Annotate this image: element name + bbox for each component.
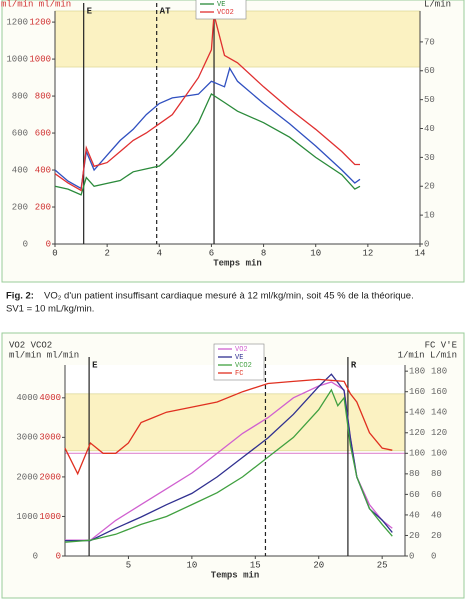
x-tick-label: 5 [126, 560, 131, 570]
event-label: R [351, 360, 357, 370]
y-tick-label: 800 [12, 91, 28, 101]
y2-tick-label: 10 [424, 211, 435, 221]
legend-label: VCO2 [217, 9, 234, 17]
y-tick-label: 1000 [39, 512, 61, 522]
x-tick-label: 4 [157, 248, 162, 258]
x-tick-label: 12 [362, 248, 373, 258]
y-axis-label: VO2 VCO2 [9, 340, 52, 350]
y2-tick-label: 60 [409, 490, 420, 500]
y-tick-label: 0 [46, 239, 51, 249]
band [54, 10, 421, 68]
y2-tick-label: 180 [431, 367, 447, 377]
y-tick-label: 400 [12, 165, 28, 175]
y2-tick-label: 60 [424, 66, 435, 76]
x-tick-label: 8 [261, 248, 266, 258]
x-tick-label: 2 [104, 248, 109, 258]
y2-tick-label: 20 [424, 182, 435, 192]
series-line [64, 388, 393, 543]
x-tick-label: 15 [250, 560, 261, 570]
y-axis-unit: ml/min ml/min [9, 350, 79, 360]
x-tick-label: 20 [313, 560, 324, 570]
y2-tick-label: 120 [409, 428, 425, 438]
legend-label: VCO2 [235, 362, 252, 370]
y2-tick-label: 40 [409, 510, 420, 520]
legend-label: FC [235, 370, 243, 378]
y-tick-label: 1000 [16, 512, 38, 522]
x-tick-label: 10 [186, 560, 197, 570]
caption-text: SV1 = 10 mL/kg/min. [6, 304, 94, 315]
event-label: E [92, 360, 98, 370]
legend-label: VO2 [217, 0, 230, 1]
x-tick-label: 6 [209, 248, 214, 258]
y-tick-label: 1000 [29, 54, 51, 64]
y2-axis-label: FC V'E [425, 340, 457, 350]
y2-tick-label: 100 [409, 449, 425, 459]
y2-tick-label: 20 [431, 531, 442, 541]
y-tick-label: 200 [12, 202, 28, 212]
y-axis-label: ml/min ml/min [1, 0, 71, 9]
y-tick-label: 3000 [16, 433, 38, 443]
y-tick-label: 1000 [6, 54, 28, 64]
x-tick-label: 14 [415, 248, 426, 258]
y2-tick-label: 70 [424, 37, 435, 47]
y-tick-label: 600 [12, 128, 28, 138]
band [64, 393, 406, 452]
x-tick-label: 10 [310, 248, 321, 258]
y2-tick-label: 50 [424, 95, 435, 105]
y2-tick-label: 120 [431, 428, 447, 438]
y2-tick-label: 20 [409, 531, 420, 541]
y2-tick-label: 0 [424, 239, 429, 249]
y-tick-label: 400 [35, 165, 51, 175]
series-line [54, 14, 360, 192]
y-tick-label: 0 [23, 239, 28, 249]
caption-text: VO₂ d'un patient insuffisant cardiaque m… [44, 291, 414, 302]
x-axis-label: Temps min [211, 570, 260, 580]
event-label: AT [160, 6, 171, 16]
y2-tick-label: 140 [431, 408, 447, 418]
y-tick-label: 1200 [6, 17, 28, 27]
y2-tick-label: 100 [431, 449, 447, 459]
y2-tick-label: 40 [424, 124, 435, 134]
y2-axis-label: L/min [424, 0, 451, 9]
y2-tick-label: 140 [409, 408, 425, 418]
y-tick-label: 2000 [16, 472, 38, 482]
y2-tick-label: 0 [431, 551, 436, 561]
y-tick-label: 200 [35, 202, 51, 212]
series-line [64, 378, 393, 476]
legend-label: VO2 [235, 346, 248, 354]
y-tick-label: 1200 [29, 17, 51, 27]
y2-tick-label: 160 [409, 387, 425, 397]
y2-axis-unit: 1/min L/min [398, 350, 457, 360]
caption-label: Fig. 2: [6, 291, 34, 302]
event-label: E [87, 6, 93, 16]
x-tick-label: 25 [377, 560, 388, 570]
y-tick-label: 0 [56, 551, 61, 561]
x-tick-label: 0 [52, 248, 57, 258]
legend-label: VE [235, 354, 243, 362]
y-tick-label: 4000 [16, 393, 38, 403]
legend-label: VE [217, 1, 225, 9]
y-tick-label: 0 [33, 551, 38, 561]
y-tick-label: 800 [35, 91, 51, 101]
y-tick-label: 4000 [39, 393, 61, 403]
y2-tick-label: 60 [431, 490, 442, 500]
series-line [54, 92, 361, 196]
y-tick-label: 600 [35, 128, 51, 138]
y2-tick-label: 80 [409, 469, 420, 479]
legend-box [195, 0, 247, 20]
y2-tick-label: 160 [431, 387, 447, 397]
y2-tick-label: 40 [431, 510, 442, 520]
x-axis-label: Temps min [213, 258, 262, 268]
y2-tick-label: 0 [409, 551, 414, 561]
y-tick-label: 3000 [39, 433, 61, 443]
y-tick-label: 2000 [39, 472, 61, 482]
legend-box [213, 343, 265, 381]
y2-tick-label: 180 [409, 367, 425, 377]
y2-tick-label: 30 [424, 153, 435, 163]
y2-tick-label: 80 [431, 469, 442, 479]
